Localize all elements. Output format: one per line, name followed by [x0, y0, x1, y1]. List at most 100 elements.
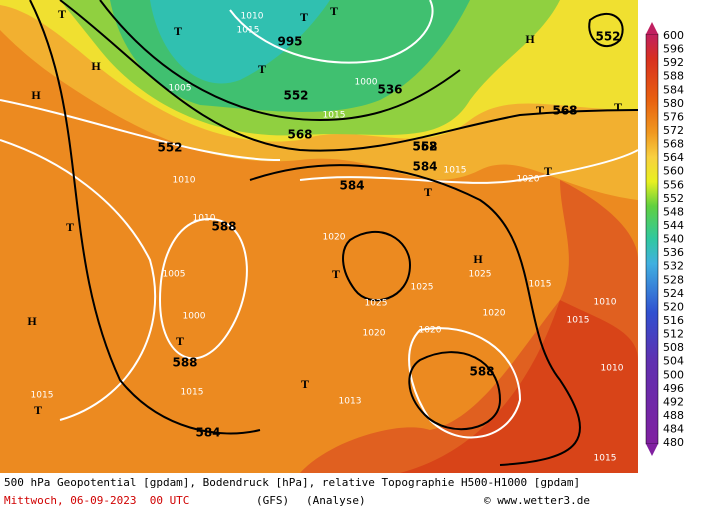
map-label: T — [58, 7, 66, 21]
map-label: 1025 — [411, 283, 434, 293]
map-label: T — [34, 403, 42, 417]
colorbar-label: 584 — [663, 83, 684, 96]
map-label: T — [330, 4, 338, 18]
map-label: 584 — [339, 179, 364, 193]
colorbar-label: 508 — [663, 341, 684, 354]
map-label: 552 — [283, 89, 308, 103]
map-label: 568 — [412, 140, 437, 154]
colorbar-label: 556 — [663, 178, 684, 191]
colorbar-label: 544 — [663, 219, 684, 232]
colorbar-label: 500 — [663, 368, 684, 381]
caption-credit: © www.wetter3.de — [484, 494, 590, 507]
map-label: 1005 — [169, 84, 192, 94]
map-label: 1000 — [183, 312, 206, 322]
map-label: 1020 — [517, 175, 540, 185]
map-label: 1020 — [363, 329, 386, 339]
map-label: 1000 — [355, 78, 378, 88]
colorbar-label: 576 — [663, 110, 684, 123]
map-label: 1020 — [419, 326, 442, 336]
caption-description: 500 hPa Geopotential [gpdam], Bodendruck… — [4, 476, 581, 489]
map-label: H — [27, 314, 37, 328]
map-label: H — [31, 88, 41, 102]
map-label: T — [174, 24, 182, 38]
map-label: 552 — [595, 30, 620, 44]
map-label: 536 — [377, 83, 402, 97]
caption-date: Mittwoch, 06-09-2023 00 UTC — [4, 494, 190, 507]
colorbar-arrow — [646, 22, 658, 34]
colorbar — [645, 33, 659, 445]
map-label: 588 — [211, 220, 236, 234]
map-label: 568 — [287, 128, 312, 142]
map-label: 588 — [469, 365, 494, 379]
colorbar-label: 528 — [663, 273, 684, 286]
colorbar-label: 488 — [663, 409, 684, 422]
colorbar-label: 588 — [663, 70, 684, 83]
map-label: 584 — [195, 426, 220, 440]
map-label: T — [66, 220, 74, 234]
map-label: T — [536, 103, 544, 117]
map-label: 1015 — [567, 316, 590, 326]
map-label: 1005 — [163, 270, 186, 280]
map-label: 1025 — [469, 270, 492, 280]
colorbar-label: 560 — [663, 165, 684, 178]
colorbar-label: 564 — [663, 151, 684, 164]
map-label: 1010 — [241, 12, 264, 22]
caption-analysis: (Analyse) — [306, 494, 366, 507]
map-label: 1010 — [594, 298, 617, 308]
colorbar-label: 552 — [663, 192, 684, 205]
colorbar-label: 592 — [663, 56, 684, 69]
colorbar-label: 504 — [663, 355, 684, 368]
colorbar-label: 524 — [663, 287, 684, 300]
map-label: 1020 — [483, 309, 506, 319]
colorbar-label: 580 — [663, 97, 684, 110]
map-label: 568 — [552, 104, 577, 118]
map-label: 1013 — [339, 397, 362, 407]
map-label: 1015 — [31, 391, 54, 401]
map-label: 1010 — [193, 214, 216, 224]
map-label: T — [544, 164, 552, 178]
map-label: 1015 — [181, 388, 204, 398]
map-label: T — [424, 185, 432, 199]
colorbar-label: 568 — [663, 138, 684, 151]
colorbar-arrow — [646, 444, 658, 456]
map-label: T — [258, 62, 266, 76]
map-label: T — [614, 100, 622, 114]
map-label: 1015 — [529, 280, 552, 290]
map-label: H — [91, 59, 101, 73]
map-label: T — [301, 377, 309, 391]
zone — [150, 0, 330, 84]
colorbar-label: 532 — [663, 260, 684, 273]
map-label: T — [300, 10, 308, 24]
colorbar-label: 492 — [663, 395, 684, 408]
colorbar-label: 516 — [663, 314, 684, 327]
map-label: 1010 — [173, 176, 196, 186]
colorbar-label: 520 — [663, 300, 684, 313]
map-label: 588 — [172, 356, 197, 370]
colorbar-label: 512 — [663, 328, 684, 341]
colorbar-label: 548 — [663, 205, 684, 218]
colorbar-label: 496 — [663, 382, 684, 395]
colorbar-label: 536 — [663, 246, 684, 259]
colorbar-label: 540 — [663, 233, 684, 246]
map-label: 1020 — [323, 233, 346, 243]
map-label: 552 — [157, 141, 182, 155]
map-label: 552 — [412, 140, 437, 154]
map-label: 1025 — [365, 299, 388, 309]
map-label: 1015 — [594, 454, 617, 464]
map-label: 584 — [412, 160, 437, 174]
colorbar-label: 600 — [663, 29, 684, 42]
map-label: H — [525, 32, 535, 46]
map-label: 1015 — [323, 111, 346, 121]
caption-model: (GFS) — [256, 494, 290, 507]
map-label: T — [176, 334, 184, 348]
map-label: T — [332, 267, 340, 281]
colorbar-label: 572 — [663, 124, 684, 137]
colorbar-label: 480 — [663, 436, 684, 449]
map-label: 995 — [277, 35, 302, 49]
colorbar-label: 596 — [663, 43, 684, 56]
map-label: 1015 — [444, 166, 467, 176]
map-label: 1010 — [601, 364, 624, 374]
colorbar-label: 484 — [663, 423, 684, 436]
